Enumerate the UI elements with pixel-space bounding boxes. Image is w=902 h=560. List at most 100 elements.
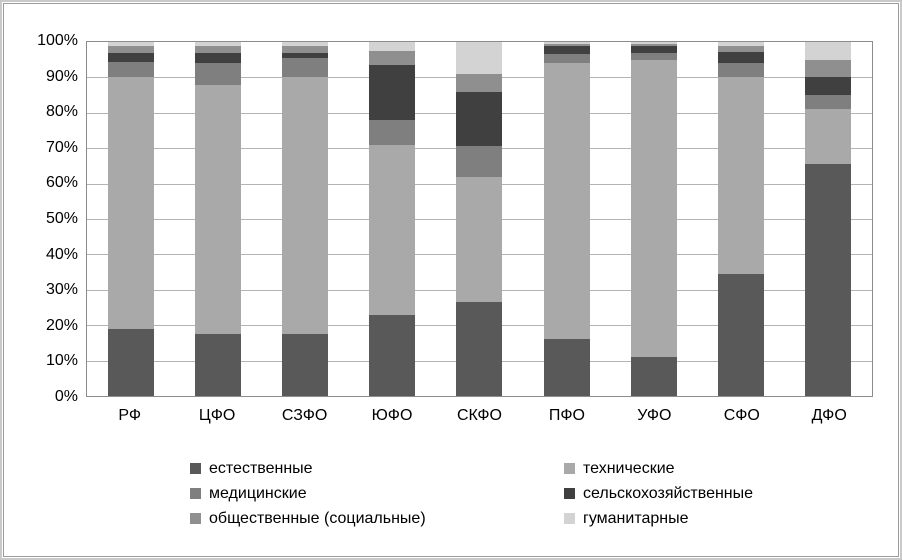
legend-label: технические [583, 460, 675, 477]
bar-ЦФО [194, 42, 241, 396]
bar-segment-СФО-технические [718, 77, 765, 274]
y-tick-label: 0% [54, 388, 78, 405]
y-tick-label: 10% [45, 352, 78, 370]
bar-slot-ДФО [785, 42, 872, 396]
bar-СКФО [456, 42, 503, 396]
bar-segment-УФО-гуманитарные [630, 42, 677, 44]
bar-segment-СФО-медицинские [718, 63, 765, 78]
bar-segment-ПФО-гуманитарные [543, 42, 590, 44]
legend-item-медицинские: медицинские [190, 485, 564, 502]
bar-segment-ДФО-гуманитарные [805, 42, 852, 60]
bar-segment-ЮФО-сельскохозяйственные [369, 65, 416, 120]
bars-container [87, 42, 872, 396]
x-tick-label-РФ: РФ [118, 407, 142, 424]
bar-segment-ДФО-сельскохозяйственные [805, 77, 852, 96]
x-tick-label-ЮФО: ЮФО [371, 407, 413, 424]
legend-swatch-icon [564, 513, 575, 524]
y-tick-label: 70% [45, 138, 78, 156]
plot-area [86, 41, 873, 397]
legend-item-технические: технические [564, 460, 830, 477]
bar-segment-ПФО-сельскохозяйственные [543, 45, 590, 55]
bar-segment-ЦФО-технические [194, 84, 241, 335]
bar-segment-ДФО-медицинские [805, 95, 852, 110]
bar-slot-ПФО [523, 42, 610, 396]
bar-segment-ДФО-технические [805, 109, 852, 165]
bar-segment-ПФО-естественные [543, 339, 590, 396]
y-tick-label: 30% [45, 281, 78, 299]
bar-segment-ДФО-общественные (социальные) [805, 59, 852, 78]
y-tick-label: 60% [45, 174, 78, 192]
x-tick-label-ПФО: ПФО [548, 407, 585, 424]
legend-swatch-icon [564, 488, 575, 499]
bar-slot-РФ [87, 42, 174, 396]
bar-segment-СФО-гуманитарные [718, 42, 765, 46]
y-tick-label: 40% [45, 245, 78, 263]
x-tick-label-СФО: СФО [723, 407, 760, 424]
x-tick-label-УФО: УФО [637, 407, 672, 424]
x-tick-label-СКФО: СКФО [457, 407, 502, 424]
y-tick-label: 100% [37, 32, 78, 49]
bar-segment-РФ-технические [107, 77, 154, 329]
bar-slot-ЮФО [349, 42, 436, 396]
legend-swatch-icon [190, 513, 201, 524]
y-tick-label: 20% [45, 316, 78, 334]
x-tick-label-СЗФО: СЗФО [281, 407, 328, 424]
y-tick-label: 50% [45, 210, 78, 227]
bar-РФ [107, 42, 154, 396]
bar-segment-ЮФО-общественные (социальные) [369, 50, 416, 66]
bar-segment-ЮФО-гуманитарные [369, 42, 416, 51]
bar-segment-ДФО-естественные [805, 164, 852, 396]
bar-segment-ЦФО-гуманитарные [194, 42, 241, 46]
bar-segment-ЮФО-технические [369, 144, 416, 315]
bar-segment-РФ-гуманитарные [107, 42, 154, 46]
legend-label: естественные [209, 460, 313, 477]
bar-УФО [630, 42, 677, 396]
legend-item-естественные: естественные [190, 460, 564, 477]
bar-segment-СФО-естественные [718, 273, 765, 396]
bar-segment-ЦФО-сельскохозяйственные [194, 52, 241, 64]
legend: естественные технические медицинские сельск… [190, 460, 830, 527]
bar-segment-ЦФО-медицинские [194, 63, 241, 85]
bar-СФО [718, 42, 765, 396]
bar-slot-УФО [610, 42, 697, 396]
bar-segment-СЗФО-сельскохозяйственные [282, 52, 329, 58]
bar-segment-РФ-естественные [107, 328, 154, 396]
bar-segment-СКФО-гуманитарные [456, 42, 503, 74]
bar-segment-СЗФО-общественные (социальные) [282, 45, 329, 53]
bar-СЗФО [282, 42, 329, 396]
bar-segment-УФО-медицинские [630, 52, 677, 60]
bar-segment-СЗФО-технические [282, 77, 329, 335]
bar-segment-ЮФО-естественные [369, 314, 416, 396]
y-tick-label: 90% [45, 67, 78, 85]
bar-segment-ЦФО-общественные (социальные) [194, 45, 241, 53]
legend-label: гуманитарные [583, 510, 689, 527]
bar-ПФО [543, 42, 590, 396]
bar-segment-РФ-общественные (социальные) [107, 45, 154, 53]
bar-segment-СКФО-сельскохозяйственные [456, 91, 503, 147]
bar-segment-СФО-сельскохозяйственные [718, 51, 765, 64]
bar-segment-СФО-общественные (социальные) [718, 45, 765, 52]
legend-label: общественные (социальные) [209, 510, 426, 527]
bar-segment-ПФО-общественные (социальные) [543, 43, 590, 46]
bar-segment-РФ-сельскохозяйственные [107, 52, 154, 62]
bar-slot-СЗФО [261, 42, 348, 396]
bar-segment-ЮФО-медицинские [369, 119, 416, 145]
bar-segment-СКФО-общественные (социальные) [456, 73, 503, 92]
bar-segment-УФО-общественные (социальные) [630, 43, 677, 46]
y-axis: 0% 10% 20% 30% 40% 50% 60% 70% 80% 90% 100% [4, 32, 78, 405]
bar-segment-СКФО-медицинские [456, 146, 503, 177]
chart-border: 0% 10% 20% 30% 40% 50% 60% 70% 80% 90% 100% РФ ЦФО С… [3, 3, 899, 557]
bar-segment-УФО-естественные [630, 357, 677, 396]
bar-segment-ПФО-технические [543, 63, 590, 340]
bar-segment-СЗФО-естественные [282, 334, 329, 396]
bar-ЮФО [369, 42, 416, 396]
legend-swatch-icon [190, 488, 201, 499]
bar-segment-ЦФО-естественные [194, 334, 241, 396]
bar-slot-ЦФО [174, 42, 261, 396]
x-tick-label-ЦФО: ЦФО [198, 407, 236, 424]
legend-item-сельскохозяйственные: сельскохозяйственные [564, 485, 830, 502]
bar-segment-УФО-сельскохозяйственные [630, 45, 677, 53]
legend-item-гуманитарные: гуманитарные [564, 510, 830, 527]
bar-segment-СКФО-технические [456, 176, 503, 303]
legend-label: сельскохозяйственные [583, 485, 754, 502]
